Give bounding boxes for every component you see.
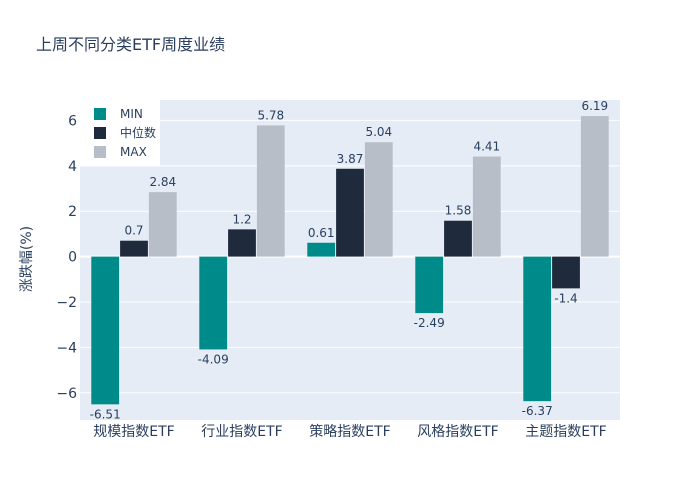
data-label: -4.09 bbox=[198, 352, 229, 366]
x-tick-label: 规模指数ETF bbox=[93, 424, 174, 440]
x-tick-label: 行业指数ETF bbox=[201, 424, 282, 440]
bar-MIN-0 bbox=[91, 256, 120, 405]
bar-中位数-1 bbox=[228, 229, 256, 257]
bar-MIN-1 bbox=[199, 256, 228, 350]
legend-swatch bbox=[94, 108, 106, 120]
bar-中位数-4 bbox=[552, 256, 580, 289]
data-label: 6.19 bbox=[581, 99, 608, 113]
y-tick-label: −6 bbox=[56, 386, 77, 402]
y-tick-label: 2 bbox=[68, 204, 77, 220]
legend-swatch bbox=[94, 127, 106, 139]
data-label: 0.61 bbox=[308, 226, 335, 240]
data-label: 1.58 bbox=[445, 204, 472, 218]
data-label: -6.51 bbox=[90, 407, 121, 421]
bar-MIN-3 bbox=[415, 256, 444, 314]
x-tick-label: 风格指数ETF bbox=[417, 424, 498, 440]
data-label: 1.2 bbox=[232, 212, 251, 226]
y-tick-label: 4 bbox=[68, 159, 77, 175]
plot-area: −6 −4 −2 0 2 4 6 -6.51 0.7 2.84 规模指数ETF -4.09 1.2 5.7… bbox=[56, 99, 620, 440]
bar-MAX-1 bbox=[256, 125, 285, 257]
y-tick-label: −2 bbox=[56, 295, 77, 311]
x-tick-label: 策略指数ETF bbox=[309, 423, 390, 440]
y-tick-label: −4 bbox=[56, 340, 77, 356]
bar-MIN-2 bbox=[307, 242, 336, 257]
y-axis-title: 涨跌幅(%) bbox=[19, 226, 35, 292]
data-label: -1.4 bbox=[554, 291, 577, 305]
legend-box bbox=[80, 100, 160, 166]
data-label: 4.41 bbox=[473, 140, 500, 154]
bar-MAX-2 bbox=[364, 142, 393, 257]
data-label: 2.84 bbox=[149, 175, 176, 189]
data-label: 0.7 bbox=[124, 224, 143, 238]
x-tick-label: 主题指数ETF bbox=[525, 424, 606, 440]
legend-label: MIN bbox=[120, 107, 143, 121]
bar-MIN-4 bbox=[523, 256, 552, 402]
bar-MAX-3 bbox=[472, 156, 501, 257]
legend-label: 中位数 bbox=[120, 125, 156, 140]
bar-MAX-0 bbox=[148, 192, 177, 257]
y-tick-label: 6 bbox=[68, 113, 77, 129]
bar-中位数-2 bbox=[336, 168, 364, 257]
bar-中位数-3 bbox=[444, 220, 472, 257]
data-label: -2.49 bbox=[414, 316, 445, 330]
bar-中位数-0 bbox=[120, 240, 148, 257]
y-tick-label: 0 bbox=[68, 250, 77, 266]
legend-swatch bbox=[94, 146, 106, 158]
data-label: 5.04 bbox=[365, 125, 392, 139]
bar-MAX-4 bbox=[580, 116, 609, 257]
data-label: 5.78 bbox=[257, 108, 284, 122]
chart-title: 上周不同分类ETF周度业绩 bbox=[36, 35, 225, 54]
legend-label: MAX bbox=[120, 145, 147, 159]
data-label: -6.37 bbox=[522, 404, 553, 418]
data-label: 3.87 bbox=[337, 152, 364, 166]
